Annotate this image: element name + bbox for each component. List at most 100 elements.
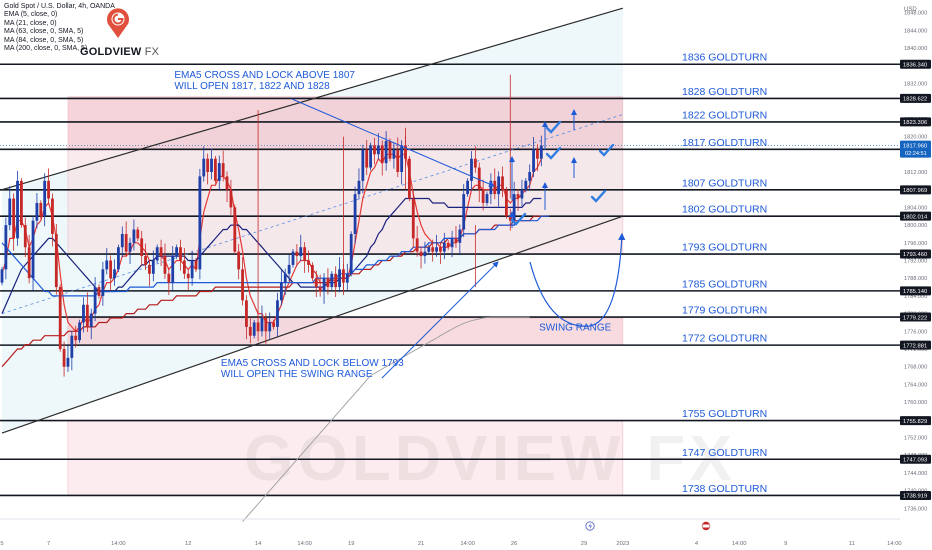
candle-body bbox=[287, 264, 291, 274]
candle-body bbox=[260, 318, 264, 332]
time-axis[interactable]: 5 7 14:00 12 14 14:00 19 21 14:00 26 29 2023 4 14:00 9… bbox=[0, 518, 902, 547]
candle-body bbox=[295, 251, 299, 257]
candle bbox=[12, 193, 16, 251]
y-tick-label: 1772.000 bbox=[904, 347, 927, 353]
candle bbox=[4, 217, 8, 280]
indicator-ema5[interactable]: EMA (5, close, 0) bbox=[4, 11, 58, 19]
swing-curve-arrow bbox=[529, 232, 626, 327]
candle-body bbox=[268, 322, 272, 332]
candle-body bbox=[8, 198, 12, 226]
symbol-title[interactable]: Gold Spot / U.S. Dollar, 4h, OANDA bbox=[4, 3, 115, 10]
y-tick-label: 1840.000 bbox=[904, 46, 927, 52]
indicator-ma84[interactable]: MA (84, close, 0, SMA, 5) bbox=[4, 36, 84, 44]
candle bbox=[276, 292, 279, 337]
level-label: 1793 GOLDTURN bbox=[682, 242, 767, 254]
candle bbox=[353, 186, 357, 244]
candle-body bbox=[51, 198, 54, 234]
candle bbox=[117, 244, 120, 273]
candle-body bbox=[47, 180, 50, 199]
ma-line-1 bbox=[1, 197, 542, 314]
candle-body bbox=[427, 247, 431, 252]
candle-body bbox=[20, 180, 23, 226]
candle-body bbox=[291, 251, 295, 265]
candle-body bbox=[520, 189, 524, 199]
candle bbox=[109, 255, 113, 291]
candle bbox=[318, 274, 322, 297]
candle-body bbox=[179, 247, 182, 261]
annotation-text: EMA5 CROSS AND LOCK BELOW 1793 bbox=[221, 358, 404, 369]
candle-body bbox=[241, 269, 244, 301]
y-tick-label: 1804.000 bbox=[904, 205, 927, 211]
candle-body bbox=[505, 189, 508, 217]
candle-body bbox=[190, 260, 194, 279]
y-tick-label: 1832.000 bbox=[904, 81, 927, 87]
checkmark-icon bbox=[598, 143, 615, 157]
candle bbox=[70, 330, 74, 371]
candle-body bbox=[481, 189, 485, 203]
x-tick-label: 7 bbox=[47, 541, 50, 547]
candle bbox=[229, 179, 233, 215]
candle-body bbox=[229, 189, 233, 208]
candle bbox=[481, 179, 485, 211]
candle-body bbox=[524, 180, 528, 190]
candle bbox=[520, 179, 524, 207]
candle-body bbox=[66, 357, 70, 367]
candle bbox=[419, 246, 423, 269]
candle bbox=[357, 168, 361, 200]
candle bbox=[442, 232, 446, 260]
candle bbox=[516, 189, 520, 211]
y-tick-label: 1744.000 bbox=[904, 471, 927, 477]
candle bbox=[454, 225, 458, 248]
level-badge-text: 1738.919 bbox=[903, 494, 927, 500]
annotation-text: EMA5 CROSS AND LOCK ABOVE 1807 bbox=[174, 70, 355, 81]
x-tick-label: 19 bbox=[348, 541, 354, 547]
x-tick-label: 5 bbox=[0, 541, 3, 547]
candle-body bbox=[384, 140, 388, 164]
candle-body bbox=[155, 247, 159, 261]
candle bbox=[182, 248, 186, 279]
indicator-ma63[interactable]: MA (63, close, 0, SMA, 5) bbox=[4, 28, 84, 36]
candle bbox=[450, 230, 454, 258]
candle bbox=[384, 131, 388, 171]
candle-body bbox=[43, 180, 47, 217]
candle bbox=[462, 184, 466, 238]
candle bbox=[23, 217, 27, 258]
level-label: 1738 GOLDTURN bbox=[682, 483, 767, 495]
candle bbox=[369, 142, 372, 171]
ma-line-3 bbox=[1, 215, 550, 297]
candle bbox=[431, 239, 435, 262]
candle bbox=[93, 277, 97, 322]
candle-body bbox=[311, 264, 314, 279]
candle-body bbox=[245, 300, 248, 327]
candle bbox=[501, 166, 504, 198]
price-axis[interactable]: USD1736.0001740.0001744.0001748.0001752.… bbox=[900, 0, 932, 550]
x-tick-label: 9 bbox=[784, 541, 787, 547]
level-badge-text: 1779.222 bbox=[903, 315, 927, 321]
candle bbox=[408, 156, 411, 202]
zone-lower-pink bbox=[67, 420, 624, 496]
candle bbox=[349, 231, 353, 277]
candle-body bbox=[314, 278, 318, 288]
candle-body bbox=[415, 238, 419, 252]
candle bbox=[194, 257, 198, 273]
candle bbox=[171, 246, 175, 291]
level-label: 1822 GOLDTURN bbox=[682, 109, 767, 121]
candle bbox=[148, 259, 151, 287]
indicator-ma21[interactable]: MA (21, close, 0) bbox=[4, 19, 57, 27]
candle bbox=[330, 271, 334, 290]
candle-body bbox=[458, 229, 462, 243]
candle-body bbox=[163, 256, 167, 274]
candle bbox=[27, 234, 31, 284]
candle-body bbox=[12, 198, 16, 239]
candle-body bbox=[35, 202, 39, 221]
candle-body bbox=[167, 273, 171, 283]
x-tick-label: 12 bbox=[185, 541, 191, 547]
indicator-ma200[interactable]: MA (200, close, 0, SMA, 5) bbox=[4, 45, 88, 53]
y-tick-label: 1764.000 bbox=[904, 382, 927, 388]
candle bbox=[221, 150, 225, 182]
candle bbox=[124, 221, 128, 257]
candle-body bbox=[159, 247, 163, 257]
candle bbox=[299, 234, 303, 262]
